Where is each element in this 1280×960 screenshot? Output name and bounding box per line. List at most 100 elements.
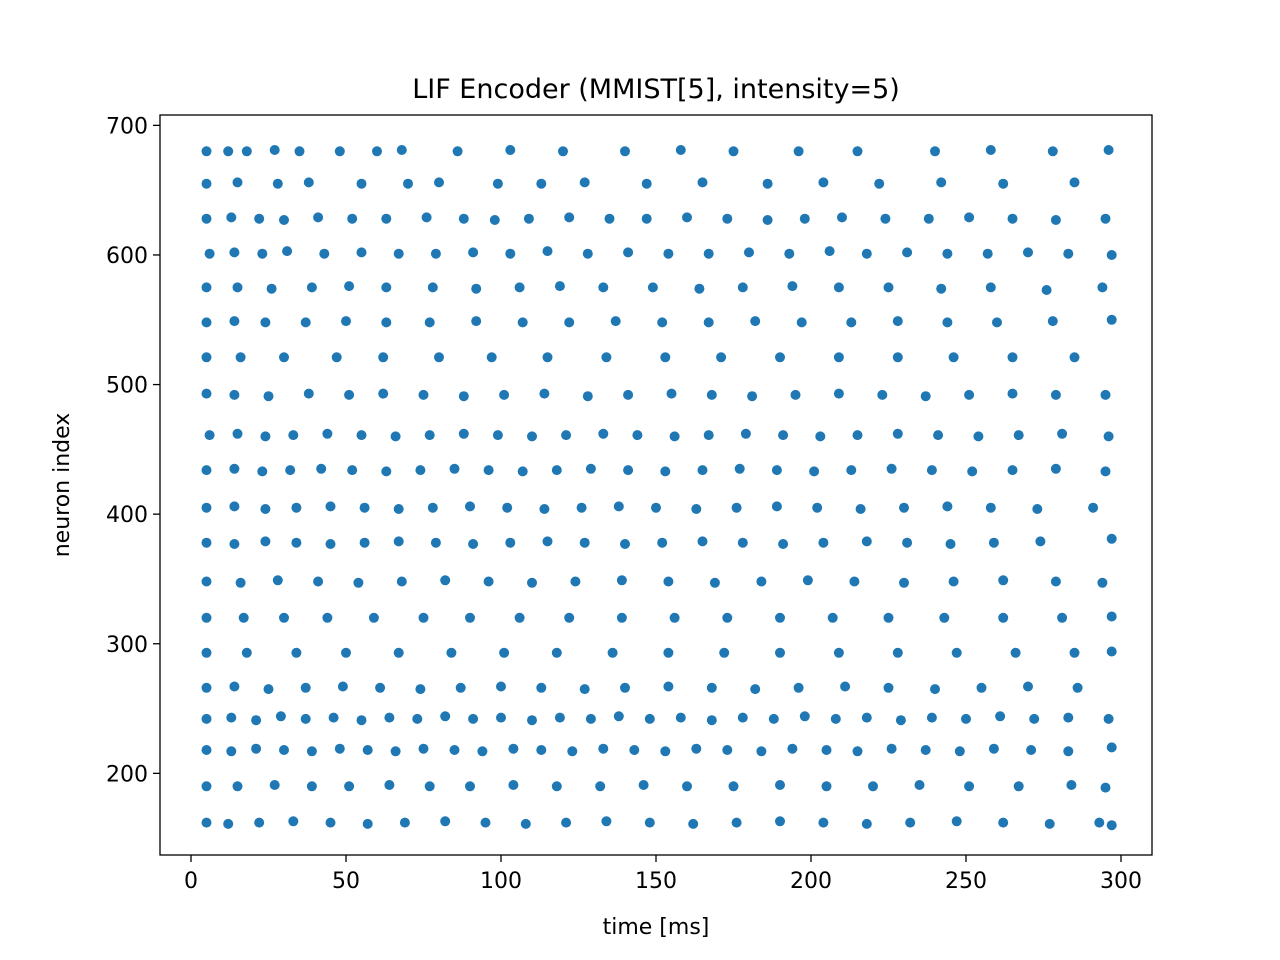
spike-point	[306, 781, 317, 792]
spike-point	[502, 502, 513, 513]
spike-point	[368, 612, 379, 623]
spike-point	[992, 317, 1002, 328]
spike-point	[257, 466, 268, 477]
spike-point	[328, 712, 339, 723]
spike-point	[1106, 611, 1117, 622]
spike-point	[272, 575, 283, 586]
spike-point	[201, 282, 212, 293]
spike-point	[703, 248, 714, 259]
spike-point	[496, 681, 506, 692]
spike-point	[344, 281, 355, 292]
spike-point	[551, 647, 562, 658]
spike-point	[675, 712, 686, 723]
spike-point	[325, 817, 336, 828]
spike-point	[517, 466, 528, 477]
spike-point	[1106, 820, 1117, 831]
spike-point	[279, 745, 289, 755]
spike-point	[269, 780, 280, 790]
spike-point	[477, 746, 488, 757]
spike-point	[815, 431, 826, 442]
spike-point	[930, 146, 940, 157]
spike-point	[375, 682, 386, 693]
spike-point	[827, 612, 838, 623]
spike-point	[740, 428, 751, 439]
spike-point	[669, 431, 680, 442]
spike-point	[579, 177, 590, 188]
spike-point	[1057, 612, 1068, 623]
spike-point	[579, 684, 590, 695]
spike-point	[424, 317, 435, 328]
spike-point	[644, 817, 655, 828]
spike-point	[229, 247, 240, 258]
spike-point	[722, 213, 733, 224]
spike-point	[964, 212, 975, 223]
spike-point	[229, 316, 240, 327]
spike-point	[1103, 145, 1114, 155]
spike-point	[381, 466, 392, 477]
spike-points	[201, 145, 1117, 831]
spike-point	[641, 213, 652, 224]
x-tick-label: 0	[184, 869, 198, 894]
spike-point	[341, 316, 351, 327]
spike-point	[325, 539, 336, 549]
spike-point	[579, 537, 590, 548]
spike-point	[936, 283, 947, 294]
spike-point	[542, 536, 553, 547]
spike-point	[303, 177, 314, 188]
spike-point	[458, 391, 469, 402]
spike-point	[418, 389, 429, 400]
spike-point	[1066, 780, 1077, 790]
spike-point	[793, 146, 804, 157]
spike-point	[775, 780, 785, 790]
spike-point	[322, 612, 333, 623]
spike-point	[291, 502, 302, 513]
spike-point	[1023, 247, 1033, 258]
spike-point	[933, 430, 944, 441]
spike-point	[232, 428, 243, 439]
spike-point	[520, 818, 531, 829]
spike-point	[691, 743, 702, 754]
spike-point	[750, 684, 761, 695]
spike-point	[279, 215, 289, 225]
spike-point	[880, 213, 891, 224]
spike-point	[923, 213, 934, 224]
spike-point	[536, 745, 547, 755]
spike-point	[458, 213, 469, 224]
spike-point	[344, 389, 355, 400]
spike-point	[703, 317, 714, 328]
spike-point	[620, 539, 630, 549]
spike-point	[201, 213, 212, 224]
spike-point	[905, 817, 916, 828]
spike-point	[1047, 316, 1058, 327]
spike-point	[796, 317, 807, 328]
spike-point	[378, 352, 389, 363]
spike-point	[846, 317, 857, 328]
spike-point	[241, 647, 252, 658]
spike-point	[570, 576, 581, 587]
spike-point	[585, 713, 596, 724]
spike-point	[790, 389, 801, 400]
spike-point	[821, 745, 832, 755]
spike-point	[1103, 713, 1114, 724]
x-axis-label: time [ms]	[603, 915, 710, 940]
spike-point	[356, 178, 367, 189]
spike-point	[623, 465, 634, 476]
spike-point	[787, 743, 798, 754]
spike-point	[542, 246, 553, 257]
spike-point	[737, 537, 748, 548]
spike-point	[1106, 742, 1117, 753]
spike-point	[660, 352, 671, 363]
spike-point	[613, 711, 624, 722]
spike-point	[852, 430, 863, 441]
spike-point	[229, 539, 240, 549]
spike-point	[610, 316, 621, 327]
spike-point	[257, 248, 268, 259]
spike-point	[291, 537, 302, 548]
spike-point	[275, 711, 286, 722]
spike-point	[396, 145, 407, 155]
spike-point	[1035, 536, 1046, 547]
spike-point	[874, 178, 885, 189]
spike-point	[948, 576, 959, 587]
spike-point	[1097, 577, 1108, 588]
